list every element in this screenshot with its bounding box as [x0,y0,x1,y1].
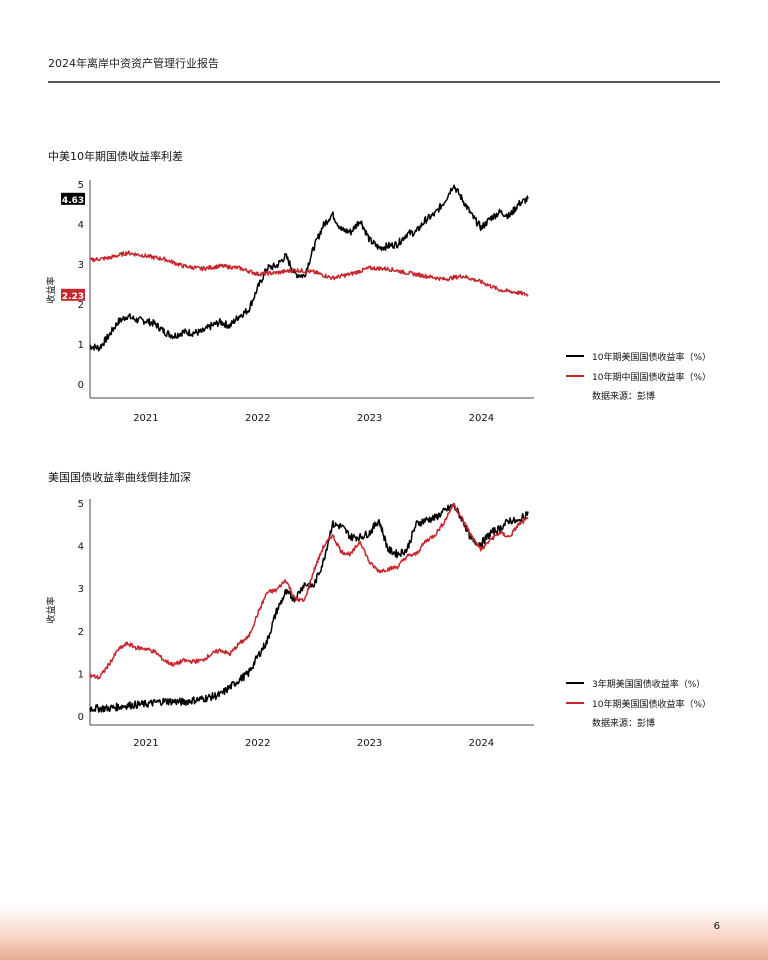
data-source: 数据来源：彭博 [592,391,656,402]
end-value-text: 2.23 [62,292,84,302]
end-value-text: 4.63 [62,196,84,206]
y-tick-label: 0 [78,380,84,391]
series-line-1 [89,250,529,297]
legend-label: 10年期美国国债收益率（%） [592,352,712,363]
footer-band [0,905,768,960]
legend-label: 3年期美国国债收益率（%） [592,679,706,690]
x-tick-label: 2023 [357,413,382,424]
legend-item: 10年期中国国债收益率（%） [566,366,711,386]
y-tick-label: 5 [78,180,84,191]
legend-label: 10年期中国国债收益率（%） [592,372,712,383]
y-tick-label: 3 [78,584,84,595]
chart-title: 中美10年期国债收益率利差 [48,150,183,163]
y-tick-label: 1 [78,340,84,351]
y-tick-label: 4 [78,220,84,231]
y-tick-label: 5 [78,499,84,510]
end-value-label: 4.63 [61,192,85,206]
y-tick-label: 3 [78,260,84,271]
x-tick-label: 2024 [469,738,494,749]
y-tick-label: 0 [78,712,84,723]
legend: 3年期美国国债收益率（%） 10年期美国国债收益率（%） 数据来源：彭博 [566,673,711,731]
y-axis-label: 收益率 [45,596,57,623]
legend-item: 10年期美国国债收益率（%） [566,346,711,366]
chart-yield-curve: 0 1 2 3 4 5 2021 2022 2023 2024 收益率 [45,499,534,749]
legend-swatch-red [566,702,584,704]
y-tick-label: 2 [78,300,84,311]
y-axis-label: 收益率 [45,276,57,303]
y-tick-label: 1 [78,669,84,680]
series-line-1 [89,503,529,680]
legend-label: 10年期美国国债收益率（%） [592,699,712,710]
x-tick-label: 2021 [133,413,158,424]
header-divider [48,81,720,83]
x-tick-label: 2024 [469,413,494,424]
chart-spread: 0 1 2 3 4 5 2021 2022 2023 2024 收益率 4.63 2.23 [45,180,534,424]
x-tick-label: 2022 [245,738,270,749]
y-tick-label: 4 [78,542,84,553]
y-tick-label: 2 [78,627,84,638]
end-value-label: 2.23 [61,288,85,302]
series-line-0 [89,184,529,352]
end-value-box [61,192,85,205]
legend-item: 10年期美国国债收益率（%） [566,693,711,713]
end-value-box [61,288,85,301]
x-tick-label: 2021 [133,738,158,749]
x-tick-label: 2022 [245,413,270,424]
chart-title: 美国国债收益率曲线倒挂加深 [48,471,191,484]
data-source: 数据来源：彭博 [592,718,656,729]
page-number: 6 [713,921,720,932]
x-tick-label: 2023 [357,738,382,749]
legend: 10年期美国国债收益率（%） 10年期中国国债收益率（%） 数据来源：彭博 [566,346,711,404]
legend-swatch-black [566,682,584,684]
legend-swatch-black [566,355,584,357]
legend-item: 3年期美国国债收益率（%） [566,673,711,693]
legend-swatch-red [566,375,584,377]
report-title: 2024年离岸中资资产管理行业报告 [48,57,219,70]
series-line-0 [89,502,529,713]
